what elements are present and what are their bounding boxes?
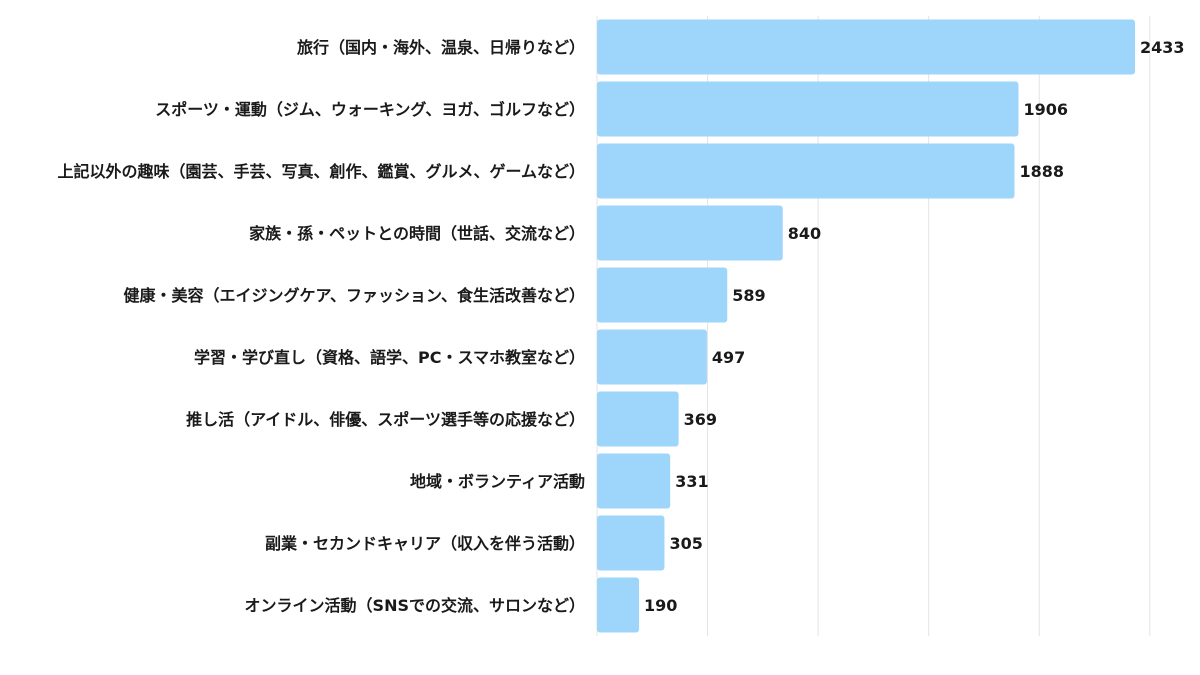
category-label: 健康・美容（エイジングケア、ファッション、食生活改善など）	[124, 286, 585, 305]
bar	[597, 329, 707, 385]
value-labels: 2433 1906 1888 840 589 497 369 331 305 190	[644, 38, 1185, 615]
bar	[597, 267, 728, 323]
value-label: 1906	[1023, 100, 1068, 119]
bar	[597, 453, 671, 509]
category-label: 学習・学び直し（資格、語学、PC・スマホ教室など）	[194, 348, 585, 367]
value-label: 2433	[1140, 38, 1185, 57]
value-label: 331	[675, 472, 708, 491]
category-label: 旅行（国内・海外、温泉、日帰りなど）	[297, 38, 585, 57]
value-label: 1888	[1019, 162, 1064, 181]
bar	[597, 577, 640, 633]
category-label: 推し活（アイドル、俳優、スポーツ選手等の応援など）	[186, 410, 585, 429]
bar	[597, 515, 665, 571]
category-label: スポーツ・運動（ジム、ウォーキング、ヨガ、ゴルフなど）	[155, 100, 585, 119]
category-label: 家族・孫・ペットとの時間（世話、交流など）	[249, 224, 585, 243]
category-label: オンライン活動（SNSでの交流、サロンなど）	[245, 596, 585, 615]
bar	[597, 143, 1015, 199]
category-labels: 旅行（国内・海外、温泉、日帰りなど） スポーツ・運動（ジム、ウォーキング、ヨガ、ゴ…	[57, 38, 585, 615]
category-label: 上記以外の趣味（園芸、手芸、写真、創作、鑑賞、グルメ、ゲームなど）	[57, 162, 585, 181]
value-label: 369	[684, 410, 717, 429]
bar	[597, 205, 783, 261]
value-label: 840	[788, 224, 821, 243]
bars	[597, 19, 1135, 633]
value-label: 190	[644, 596, 677, 615]
category-label: 副業・セカンドキャリア（収入を伴う活動）	[265, 534, 585, 553]
value-label: 589	[732, 286, 765, 305]
bar	[597, 19, 1135, 75]
bar	[597, 391, 679, 447]
bar	[597, 81, 1019, 137]
category-label: 地域・ボランティア活動	[410, 472, 585, 491]
value-label: 497	[712, 348, 745, 367]
value-label: 305	[669, 534, 702, 553]
